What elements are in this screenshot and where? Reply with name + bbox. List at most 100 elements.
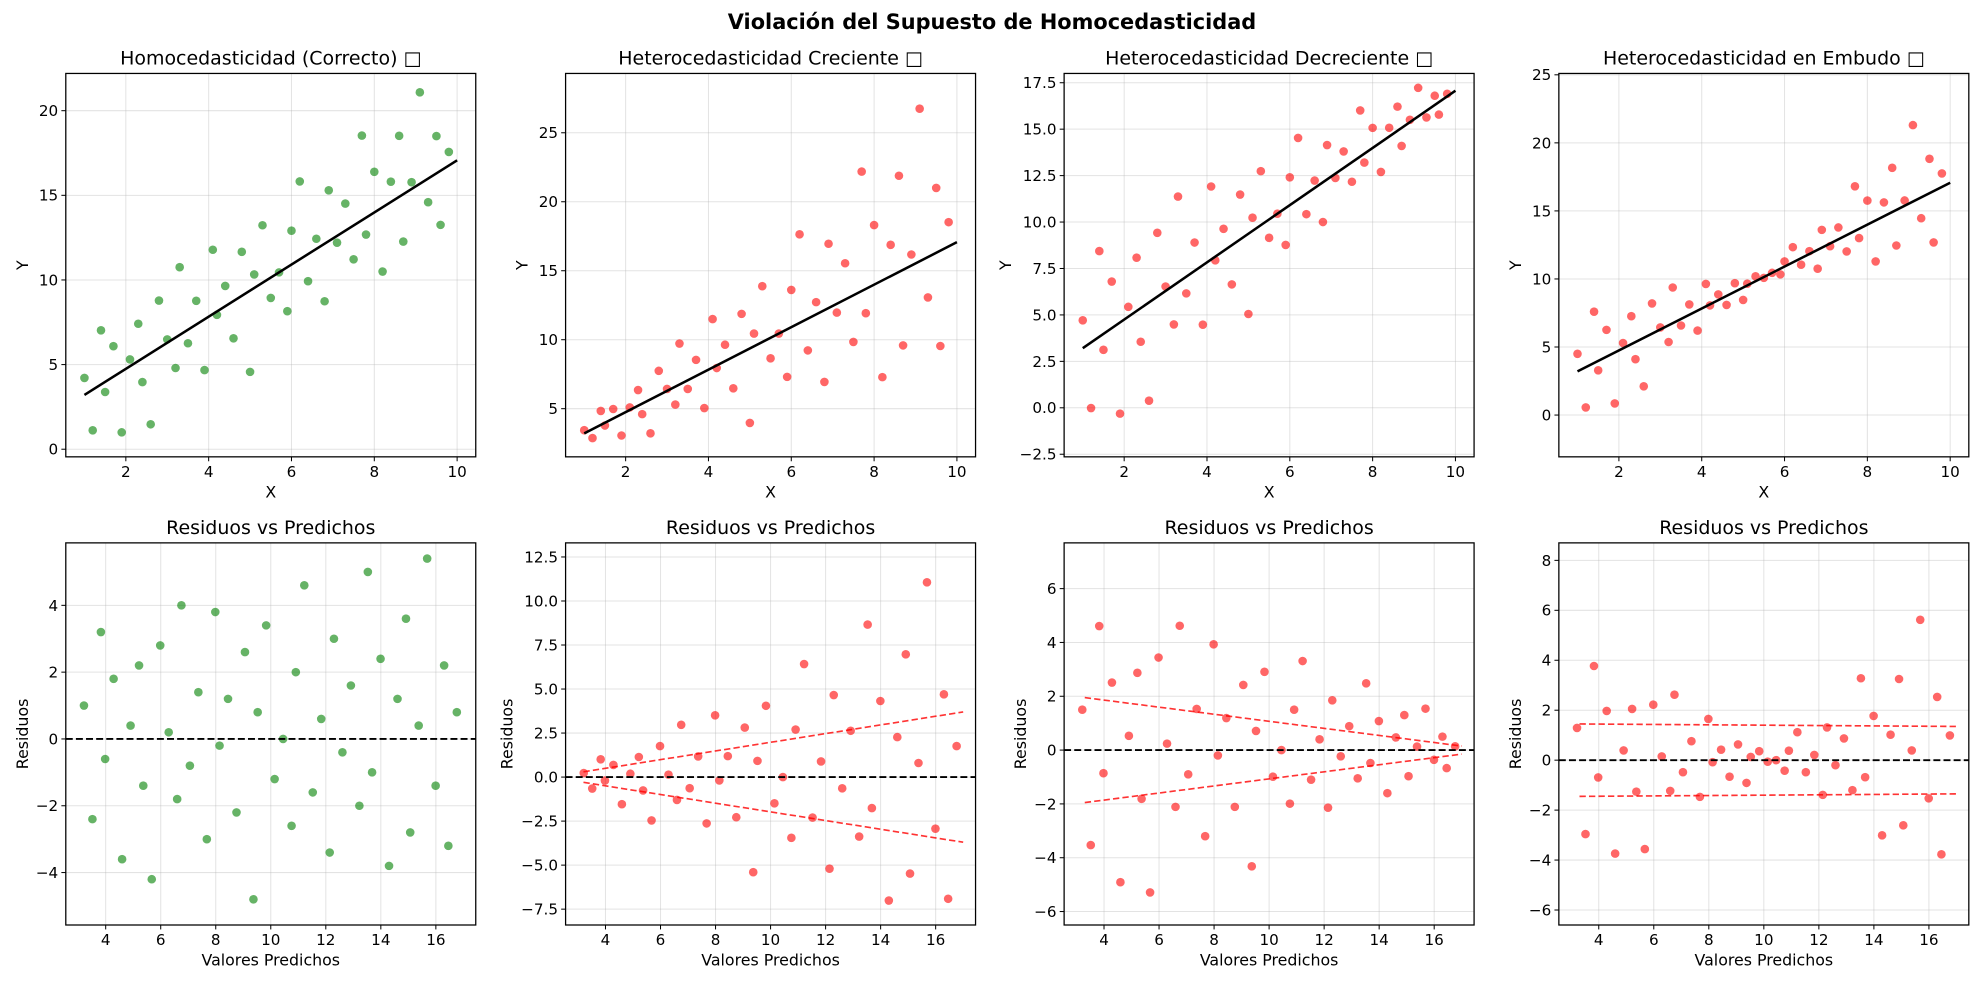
data-point — [1639, 381, 1649, 391]
panel-3-top-y-tick-label: 12.5 — [1023, 167, 1057, 185]
data-point — [637, 409, 647, 419]
residual-point — [1107, 678, 1117, 687]
panel-2-top-x-axis-label: X — [765, 482, 776, 501]
residual-point — [1230, 802, 1240, 812]
panel-3-top-x-tick-label: 4 — [1202, 463, 1212, 481]
residual-point — [1822, 723, 1832, 732]
panel-2-top-y-tick-label: 15 — [539, 262, 558, 280]
data-point — [237, 247, 247, 257]
data-point — [894, 171, 904, 181]
panel-1-bottom-y-tick-label: 4 — [49, 597, 59, 615]
residual-point — [439, 661, 449, 670]
data-point — [1219, 224, 1228, 234]
data-point — [878, 372, 887, 382]
envelope-lower-line — [1579, 793, 1957, 798]
residual-point — [1687, 736, 1696, 746]
axes-frame — [564, 542, 977, 926]
residual-point — [1809, 750, 1819, 760]
residual-point — [761, 701, 771, 711]
residual-point — [138, 781, 148, 791]
data-point — [1393, 102, 1402, 111]
residual-point — [731, 812, 741, 822]
data-point — [1347, 177, 1357, 187]
data-point — [691, 355, 701, 365]
data-point — [1107, 277, 1117, 286]
panel-1-top-y-axis-label: Y — [13, 260, 32, 271]
residual-point — [1619, 746, 1628, 755]
panel-3-top-title: Heterocedasticidad Decreciente □ — [1105, 48, 1433, 70]
data-point — [415, 88, 425, 97]
residual-point — [617, 799, 627, 809]
figure-suptitle: Violación del Supuesto de Homocedasticid… — [728, 10, 1256, 34]
regression-line — [83, 159, 458, 396]
residual-point — [1708, 757, 1717, 767]
residual-point — [655, 741, 665, 751]
residual-point — [1907, 746, 1917, 755]
panel-2-residuals: 4 6 8 10 12 14 16 −7.5 −5.0 −2.5 0.0 2.5 5.0 7.5 10.0 1… — [497, 517, 977, 969]
data-point — [125, 355, 135, 364]
panel-1-top-title: Homocedasticidad (Correcto) □ — [120, 48, 421, 70]
data-point — [683, 384, 693, 394]
panel-4-bottom-x-tick-label: 6 — [1649, 931, 1659, 949]
data-point — [1310, 176, 1319, 185]
residual-point — [211, 607, 220, 617]
data-point — [394, 131, 404, 141]
data-point — [229, 333, 238, 343]
residual-point — [647, 816, 656, 825]
panel-3-bottom-y-tick-label: 4 — [1047, 634, 1057, 652]
data-point — [312, 234, 321, 244]
panel-4-top-y-tick-label: 25 — [1532, 66, 1551, 84]
data-point — [1887, 163, 1897, 173]
residual-point — [922, 578, 932, 587]
data-point — [1360, 158, 1369, 167]
data-point — [1730, 278, 1740, 288]
panel-2-bottom-y-tick-label: 7.5 — [534, 636, 558, 654]
data-point — [857, 167, 866, 176]
data-point — [1863, 196, 1872, 205]
residual-point — [1200, 831, 1210, 841]
data-point — [1355, 106, 1365, 115]
data-point — [1181, 289, 1191, 298]
data-point — [617, 431, 626, 440]
residual-point — [770, 799, 779, 808]
residual-point — [253, 707, 262, 717]
data-point — [840, 258, 850, 268]
residual-point — [1937, 850, 1946, 859]
residual-point — [1581, 829, 1590, 839]
data-point — [654, 366, 664, 376]
data-point — [766, 354, 775, 363]
residual-point — [1860, 772, 1870, 782]
data-point — [936, 341, 945, 351]
residual-point — [634, 752, 644, 762]
panel-4-bottom-y-tick-label: −2 — [1529, 802, 1551, 820]
data-point — [1925, 154, 1934, 164]
residual-point — [609, 760, 618, 770]
residual-point — [829, 690, 839, 700]
data-point — [861, 308, 871, 318]
data-point — [1581, 403, 1591, 412]
data-point — [803, 346, 813, 355]
residual-point — [854, 832, 864, 841]
data-point — [1788, 242, 1798, 252]
residual-point — [1784, 746, 1794, 755]
data-point — [646, 429, 655, 438]
data-point — [1929, 238, 1938, 247]
panel-2-top-y-tick-label: 5 — [548, 400, 558, 418]
residual-point — [702, 819, 711, 828]
residual-point — [1094, 621, 1104, 631]
residual-point — [1695, 792, 1705, 802]
panel-4-bottom-y-tick-label: −6 — [1529, 901, 1551, 919]
panel-1-bottom-y-axis-label: Residuos — [13, 699, 32, 770]
residual-point — [867, 803, 877, 813]
panel-4-top-y-axis-label: Y — [1506, 260, 1525, 271]
residual-point — [579, 768, 589, 778]
residual-point — [329, 634, 339, 644]
panel-2-top-y-tick-label: 20 — [539, 193, 558, 211]
data-point — [1937, 169, 1947, 178]
data-point — [1190, 238, 1199, 247]
panel-4-bottom-x-tick-label: 4 — [1594, 931, 1604, 949]
residual-point — [1627, 704, 1637, 714]
data-point — [700, 403, 709, 413]
data-point — [138, 377, 147, 387]
data-point — [80, 373, 89, 383]
